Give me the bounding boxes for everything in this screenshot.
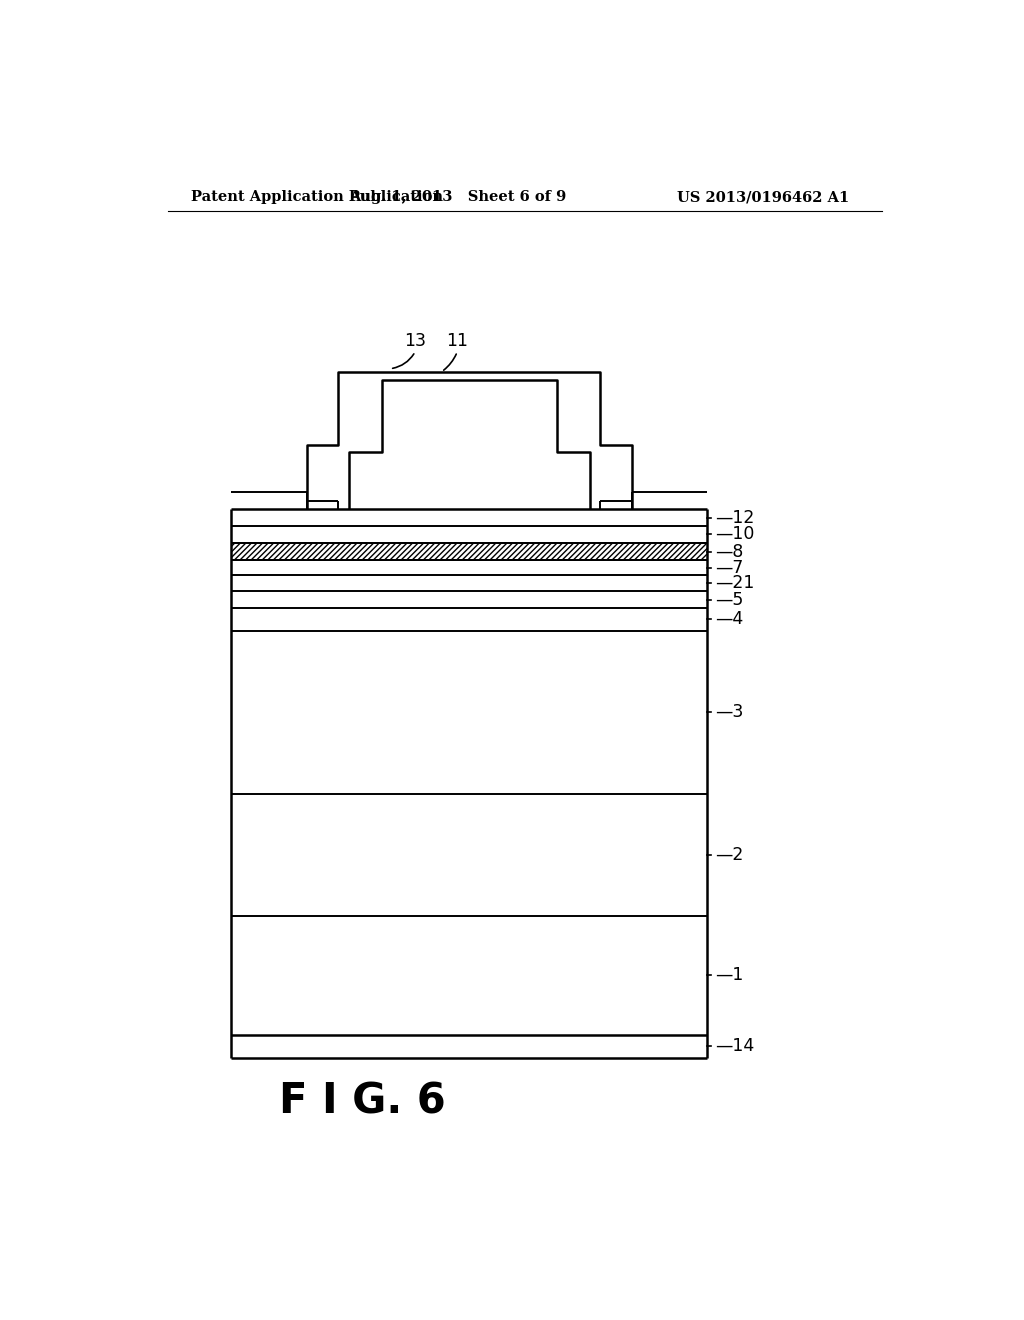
Text: Aug. 1, 2013   Sheet 6 of 9: Aug. 1, 2013 Sheet 6 of 9	[349, 190, 566, 205]
Text: F I G. 6: F I G. 6	[279, 1081, 445, 1122]
Text: 11: 11	[446, 333, 468, 350]
Text: Patent Application Publication: Patent Application Publication	[191, 190, 443, 205]
Text: —4: —4	[715, 610, 743, 628]
Text: 13: 13	[404, 333, 426, 350]
Bar	[231, 543, 708, 560]
Text: —5: —5	[715, 590, 743, 609]
Text: —8: —8	[715, 543, 743, 561]
Text: —12: —12	[715, 508, 755, 527]
Text: —14: —14	[715, 1036, 755, 1055]
Bar	[231, 543, 708, 560]
Text: —1: —1	[715, 965, 743, 983]
Text: —3: —3	[715, 704, 743, 721]
Text: —2: —2	[715, 846, 743, 863]
Text: —7: —7	[715, 558, 743, 577]
Text: —10: —10	[715, 525, 755, 544]
Text: —21: —21	[715, 574, 755, 593]
Text: US 2013/0196462 A1: US 2013/0196462 A1	[677, 190, 849, 205]
